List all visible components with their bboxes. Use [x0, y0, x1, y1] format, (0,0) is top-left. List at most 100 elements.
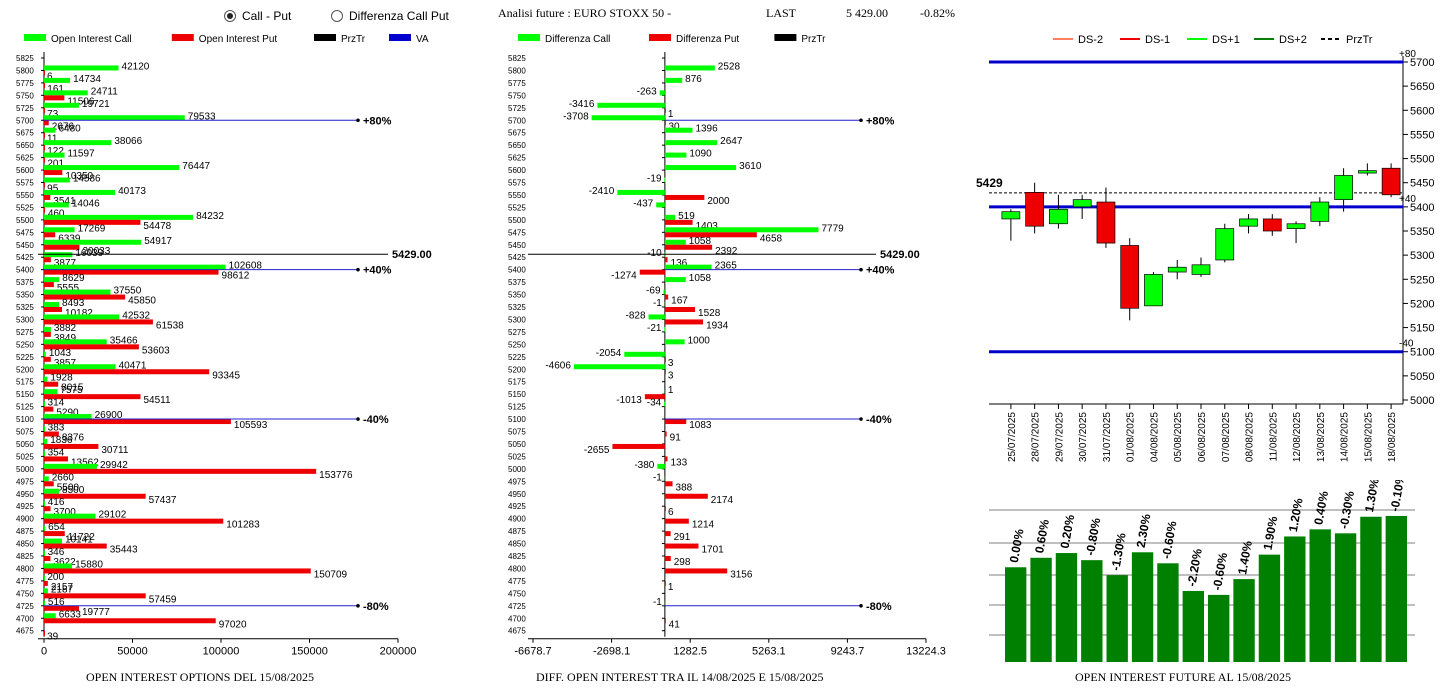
future-bar	[1005, 567, 1027, 662]
call-bar	[44, 252, 73, 258]
future-bar	[1055, 553, 1078, 662]
date-label: 14/08/2025	[1340, 412, 1351, 462]
last-change: -0.82%	[920, 6, 955, 20]
call-bar	[664, 476, 666, 482]
put-bar	[664, 194, 705, 200]
call-bar	[664, 264, 712, 270]
radio-call-put[interactable]: Call - Put	[224, 9, 291, 23]
future-bar	[1208, 594, 1230, 662]
strike-label: 4750	[508, 589, 526, 598]
strike-label: 5600	[508, 166, 526, 175]
put-value-label: -2655	[584, 445, 610, 456]
toolbar: Call - Put Differenza Call Put Analisi f…	[0, 0, 1450, 34]
future-bar	[1030, 557, 1052, 662]
call-bar	[664, 339, 685, 345]
put-bar	[664, 219, 693, 225]
call-value-label: -34	[647, 398, 662, 409]
put-bar	[664, 506, 666, 512]
strike-label: 4725	[508, 602, 526, 611]
future-bar	[1334, 533, 1357, 662]
call-bar	[664, 600, 666, 606]
call-value-label: 76447	[182, 161, 210, 172]
call-value-label: 1836	[50, 435, 73, 446]
put-value-label: 201	[47, 159, 64, 170]
radio-call-put-indicator[interactable]	[224, 10, 236, 22]
put-bar	[44, 269, 219, 275]
put-value-label: 91	[670, 433, 682, 444]
put-bar	[44, 331, 51, 337]
strike-label: 4725	[16, 602, 34, 611]
va-label: +40%	[363, 265, 392, 277]
put-value-label: 101283	[226, 520, 260, 531]
call-bar	[44, 77, 71, 83]
radio-diff-indicator[interactable]	[331, 10, 343, 22]
put-value-label: 2676	[52, 121, 75, 132]
y-tick-label: 5250	[1410, 274, 1434, 286]
call-bar	[44, 364, 116, 370]
date-label: 01/08/2025	[1126, 412, 1137, 462]
call-value-label: 8500	[62, 485, 85, 496]
strike-label: 5675	[508, 129, 526, 138]
call-bar	[44, 551, 45, 556]
future-bar-label: 1.90%	[1261, 515, 1281, 551]
y-tick-label: 5350	[1410, 226, 1434, 238]
call-value-label: -1	[653, 472, 662, 483]
put-value-label: 35443	[110, 545, 138, 556]
put-bar	[44, 618, 216, 624]
call-value-label: 1928	[50, 373, 73, 384]
call-bar	[44, 314, 120, 320]
put-bar	[664, 531, 671, 537]
put-bar	[44, 307, 63, 312]
legend-label-1: Differenza Put	[676, 34, 739, 45]
strike-label: 5450	[508, 241, 526, 250]
put-value-label: 150709	[314, 569, 348, 580]
strike-label: 5750	[508, 91, 526, 100]
strike-label: 5575	[508, 179, 526, 188]
put-bar	[44, 207, 45, 213]
put-value-label: 3857	[54, 358, 77, 369]
put-value-label: 57459	[149, 594, 177, 605]
call-value-label: 2365	[715, 261, 738, 272]
future-bar	[1360, 516, 1382, 662]
x-tick-label: 50000	[117, 646, 148, 658]
candle-body	[1072, 199, 1092, 208]
strike-label: 4950	[16, 490, 34, 499]
put-bar	[664, 580, 666, 586]
y-tick-label: 5450	[1410, 178, 1434, 190]
put-value-label: -1274	[611, 271, 637, 282]
put-bar	[44, 70, 45, 76]
radio-diff[interactable]: Differenza Call Put	[331, 9, 449, 23]
put-value-label: 11	[47, 134, 58, 145]
put-value-label: 97020	[219, 619, 247, 630]
call-bar	[664, 401, 666, 407]
candle-body	[1310, 201, 1330, 222]
strike-label: 5825	[16, 54, 34, 63]
strike-label: 5075	[508, 428, 526, 437]
put-bar	[664, 543, 699, 549]
call-value-label: 14586	[73, 174, 101, 185]
put-bar	[44, 294, 126, 300]
put-bar	[44, 381, 59, 387]
call-value-label: -2054	[596, 348, 622, 359]
put-bar	[44, 630, 45, 636]
radio-diff-label: Differenza Call Put	[349, 9, 449, 23]
call-bar	[664, 177, 666, 183]
date-label: 12/08/2025	[1292, 412, 1303, 462]
put-bar	[44, 468, 317, 474]
call-bar	[617, 189, 665, 195]
legend-label-1: DS-1	[1145, 34, 1170, 46]
put-bar	[44, 219, 141, 225]
analysis-title: Analisi future : EURO STOXX 50 -	[498, 6, 672, 20]
call-bar	[44, 227, 75, 233]
call-value-label: 519	[678, 211, 695, 222]
put-value-label: 41	[669, 619, 681, 630]
date-label: 06/08/2025	[1197, 412, 1208, 462]
call-bar	[664, 214, 676, 220]
call-value-label: 54917	[144, 236, 172, 247]
y-tick-label: 5150	[1410, 323, 1434, 335]
strike-label: 5500	[16, 216, 34, 225]
call-bar	[44, 463, 97, 469]
legend-label-2: DS+1	[1212, 34, 1240, 46]
put-value-label: 11506	[67, 96, 95, 107]
put-value-label: 6	[668, 507, 674, 518]
